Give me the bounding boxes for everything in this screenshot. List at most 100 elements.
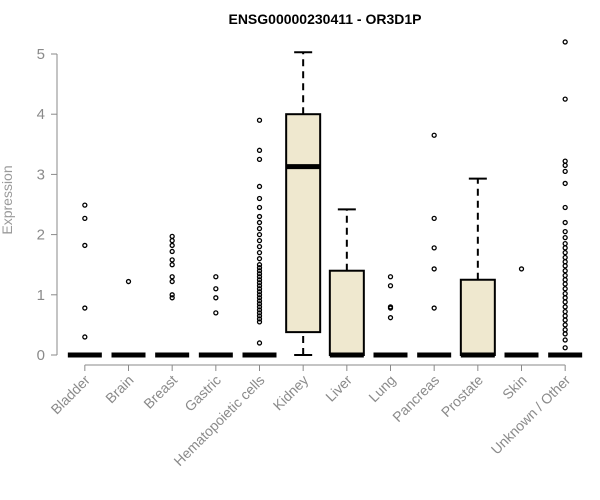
box-group: [417, 132, 452, 358]
outlier-point: [562, 277, 568, 283]
box-group: [504, 266, 539, 358]
outlier-point: [387, 283, 394, 289]
outlier-point: [169, 233, 175, 240]
outlier-point: [82, 202, 88, 208]
outlier-point: [562, 39, 568, 45]
outlier-point: [562, 313, 568, 319]
outlier-point: [562, 299, 568, 305]
outlier-point: [562, 240, 568, 247]
outlier-point: [431, 132, 437, 138]
x-tick-label: Unknown / Other: [488, 372, 574, 458]
outlier-point: [562, 158, 568, 164]
outlier-point: [256, 313, 263, 319]
outlier-point: [169, 257, 175, 263]
outlier-point: [562, 322, 568, 328]
outlier-point: [256, 271, 263, 277]
box-group: [373, 274, 408, 358]
outlier-point: [82, 334, 88, 340]
outlier-point: [562, 327, 568, 333]
outlier-point: [256, 280, 263, 286]
outlier-point: [256, 243, 263, 250]
outlier-point: [169, 292, 175, 298]
outlier-point: [256, 183, 263, 190]
box-group: [67, 202, 102, 358]
outlier-point: [256, 219, 263, 226]
box-group: [198, 274, 233, 358]
outlier-point: [256, 147, 263, 153]
outlier-point: [562, 219, 568, 226]
x-tick-label: Brain: [102, 372, 136, 406]
outlier-point: [169, 274, 175, 280]
outlier-point: [562, 263, 568, 269]
outlier-point: [256, 304, 263, 310]
outlier-point: [213, 295, 219, 301]
outlier-point: [256, 256, 263, 262]
outlier-point: [256, 286, 263, 292]
box: [328, 269, 365, 356]
outlier-point: [562, 204, 568, 211]
outlier-point: [562, 234, 568, 241]
outlier-point: [562, 168, 568, 175]
outlier-point: [387, 274, 394, 280]
outlier-point: [562, 228, 568, 235]
outlier-point: [256, 289, 263, 295]
y-tick-label: 3: [37, 166, 45, 183]
outlier-point: [82, 305, 88, 311]
outlier-point: [125, 278, 132, 285]
box: [285, 113, 322, 334]
x-tick-label: Breast: [140, 372, 180, 412]
outlier-point: [256, 340, 263, 346]
outlier-point: [256, 310, 263, 316]
outlier-point: [256, 274, 263, 280]
x-tick-label: Kidney: [270, 372, 312, 414]
box-group: [328, 208, 365, 358]
x-tick-label: Prostate: [438, 372, 486, 420]
y-tick-label: 0: [37, 347, 45, 364]
outlier-point: [562, 250, 568, 256]
x-tick-label: Pancreas: [389, 372, 442, 425]
outlier-point: [82, 215, 88, 221]
outlier-point: [562, 337, 568, 343]
box: [459, 278, 496, 356]
y-axis-label: Expression: [0, 165, 15, 234]
outlier-point: [256, 268, 263, 274]
outlier-point: [256, 283, 263, 289]
outlier-point: [431, 305, 437, 311]
outlier-point: [256, 156, 263, 163]
box-group: [111, 278, 146, 358]
outlier-point: [562, 290, 568, 297]
outlier-point: [431, 266, 437, 272]
outlier-point: [562, 268, 568, 274]
outlier-point: [256, 204, 263, 211]
outlier-point: [431, 245, 437, 251]
outlier-point: [169, 242, 175, 249]
y-axis: 0 1 2 3 4 5: [37, 46, 58, 364]
outlier-point: [562, 180, 568, 187]
outlier-point: [256, 262, 263, 268]
outlier-point: [213, 310, 219, 316]
outlier-point: [256, 319, 263, 325]
outlier-point: [562, 295, 568, 301]
outlier-point: [256, 307, 263, 313]
outlier-point: [562, 281, 568, 287]
y-tick-label: 1: [37, 287, 45, 304]
y-tick-label: 4: [37, 106, 45, 123]
box-group: [459, 177, 496, 358]
outlier-point: [256, 301, 263, 307]
outlier-point: [82, 242, 88, 249]
x-tick-label: Bladder: [48, 372, 94, 418]
outlier-point: [562, 317, 568, 323]
outlier-point: [169, 295, 175, 301]
box-group: [285, 51, 322, 356]
outlier-point: [213, 286, 219, 292]
outlier-point: [213, 274, 219, 280]
outlier-point: [562, 259, 568, 265]
outlier-point: [562, 162, 568, 169]
outlier-point: [562, 245, 568, 251]
outlier-point: [562, 272, 568, 279]
outlier-point: [256, 298, 263, 304]
outlier-point: [169, 278, 175, 285]
x-tick-label: Gastric: [181, 372, 224, 415]
outlier-point: [256, 237, 263, 244]
